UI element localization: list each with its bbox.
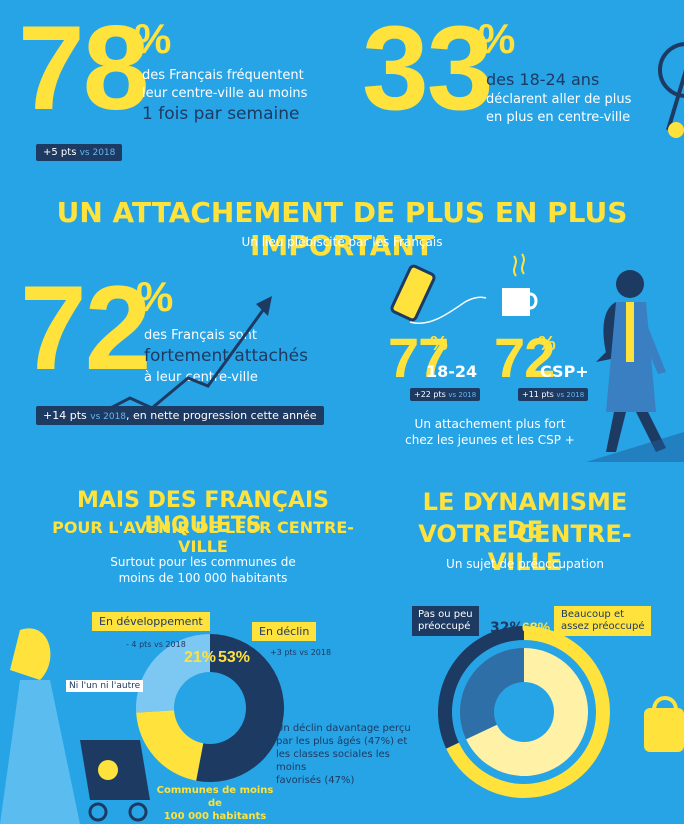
- bicycle-illustration: [658, 42, 684, 138]
- attachment-note-line1: Un attachement plus fort: [414, 417, 566, 431]
- stat-33-percent: %: [478, 15, 516, 62]
- stat-78-badge-main: +5 pts: [43, 147, 77, 158]
- stat-72-badge-vs: vs 2018: [90, 412, 127, 422]
- stat-72-line1: des Français sont: [144, 328, 257, 343]
- label-en-developpement: En développement: [92, 612, 210, 631]
- slice-ni-lun-ni-lautre: [136, 634, 210, 713]
- donut1-communes-line2: 100 000 habitants: [163, 811, 267, 822]
- section-1-subtitle: Un lieu plébiscité par les Français: [241, 235, 443, 249]
- donut2-pct-pas: 32%: [490, 620, 524, 636]
- stat-77-percent: %: [430, 333, 448, 355]
- stat-72csp-badge-vs: vs 2018: [556, 391, 585, 399]
- donut1-note-line4: favorisés (47%): [276, 775, 355, 786]
- stat-33-line3: en plus en centre-ville: [486, 110, 631, 125]
- section-3-subtitle: Un sujet de préoccupation: [446, 557, 604, 571]
- section-2-title-line2: POUR L'AVENIR DE LEUR CENTRE-VILLE: [52, 518, 354, 556]
- woman-walking-illustration: [586, 270, 684, 462]
- stat-78-line1: des Français fréquentent: [142, 68, 304, 83]
- donut2-pct-beau: 68%: [522, 619, 551, 635]
- label-pas-preoccupe: Pas ou peu préoccupé: [412, 606, 479, 636]
- slice-pas-preoccupe: [438, 626, 524, 749]
- handbag-illustration: [644, 696, 684, 752]
- stat-78-badge-vs: vs 2018: [79, 148, 116, 158]
- stat-72csp-number: 72: [494, 326, 555, 389]
- stat-77-badge-main: +22 pts: [414, 390, 446, 399]
- stat-72csp-label: CSP+: [540, 362, 589, 381]
- stat-78-number: 78: [18, 1, 149, 135]
- donut1-communes-line1: Communes de moins de: [156, 785, 274, 809]
- stat-78-line2: leur centre-ville au moins: [142, 86, 308, 101]
- stat-78-line3: 1 fois par semaine: [142, 104, 300, 124]
- stat-72-badge-rest: , en nette progression cette année: [126, 409, 317, 422]
- stat-72-badge: +14 pts vs 2018, en nette progression ce…: [36, 406, 324, 425]
- section-3-title-line2: VOTRE CENTRE-VILLE: [418, 520, 632, 576]
- stat-78-percent: %: [134, 15, 172, 62]
- slice-en-developpement: [136, 710, 204, 781]
- stat-72csp-badge: +11 pts vs 2018: [518, 388, 589, 401]
- section-3-title-line1: LE DYNAMISME DE: [422, 488, 628, 544]
- stat-33-line2: déclarent aller de plus: [486, 92, 632, 107]
- stat-77-badge: +22 pts vs 2018: [410, 388, 481, 401]
- stat-72-number: 72: [20, 261, 151, 395]
- donut-chart-decline: [136, 634, 285, 782]
- label-dev-change: - 4 pts vs 2018: [126, 640, 186, 649]
- section-2-subtitle-line1: Surtout pour les communes de: [110, 555, 296, 569]
- label-pas-line1: Pas ou peu: [418, 609, 473, 620]
- stat-77-badge-vs: vs 2018: [448, 391, 477, 399]
- stat-78-badge: +5 pts vs 2018: [36, 144, 123, 161]
- stat-77-label: 18-24: [426, 362, 478, 381]
- attachment-note-line2: chez les jeunes et les CSP +: [405, 433, 575, 447]
- stat-77-number: 77: [388, 326, 449, 389]
- donut1-pct-decl: 53%: [218, 649, 251, 666]
- donut1-note-line1: Un déclin davantage perçu: [276, 723, 411, 734]
- slice-en-declin: [196, 634, 285, 782]
- section-2-title-line1: MAIS DES FRANÇAIS INQUIETS: [76, 488, 329, 538]
- label-decl-change: +3 pts vs 2018: [270, 648, 332, 657]
- donut1-note-line2: par les plus âgés (47%) et: [276, 736, 408, 747]
- stat-33-number: 33: [362, 1, 493, 135]
- stat-72-line3: à leur centre-ville: [144, 370, 258, 385]
- stat-72-percent: %: [136, 273, 174, 320]
- label-beaucoup-preoccupe: Beaucoup et assez préoccupé: [554, 606, 652, 636]
- donut-chart-concern: [438, 626, 610, 798]
- section-1-title: UN ATTACHEMENT DE PLUS EN PLUS IMPORTANT: [56, 196, 628, 262]
- stat-72-line2: fortement attachés: [144, 346, 308, 366]
- label-ni-lun: Ni l'un ni l'autre: [66, 680, 144, 692]
- donut1-note-line3: les classes sociales les moins: [276, 749, 390, 773]
- woman-stroller-illustration: [0, 628, 150, 824]
- trend-arrow-icon: [94, 296, 272, 418]
- slice-inner-beaucoup: [466, 648, 588, 776]
- donut1-communes: Communes de moins de 100 000 habitants: [150, 784, 280, 823]
- stat-33-line1: des 18-24 ans: [486, 70, 600, 89]
- donut1-pct-dev: 21%: [184, 649, 217, 666]
- coffee-cup-icon: [502, 253, 538, 316]
- label-en-declin: En déclin: [252, 622, 317, 641]
- section-2-subtitle-line2: moins de 100 000 habitants: [118, 571, 288, 585]
- stat-72csp-percent: %: [538, 333, 556, 355]
- slice-inner-pas: [460, 648, 524, 740]
- label-beau-line1: Beaucoup et: [561, 609, 625, 620]
- stat-72-badge-main: +14 pts: [43, 409, 87, 422]
- label-pas-line2: préoccupé: [418, 621, 471, 632]
- smartphone-icon: [390, 264, 487, 324]
- stat-72csp-badge-main: +11 pts: [522, 390, 554, 399]
- label-beau-line2: assez préoccupé: [561, 621, 645, 632]
- donut1-note: Un déclin davantage perçu par les plus â…: [276, 722, 416, 787]
